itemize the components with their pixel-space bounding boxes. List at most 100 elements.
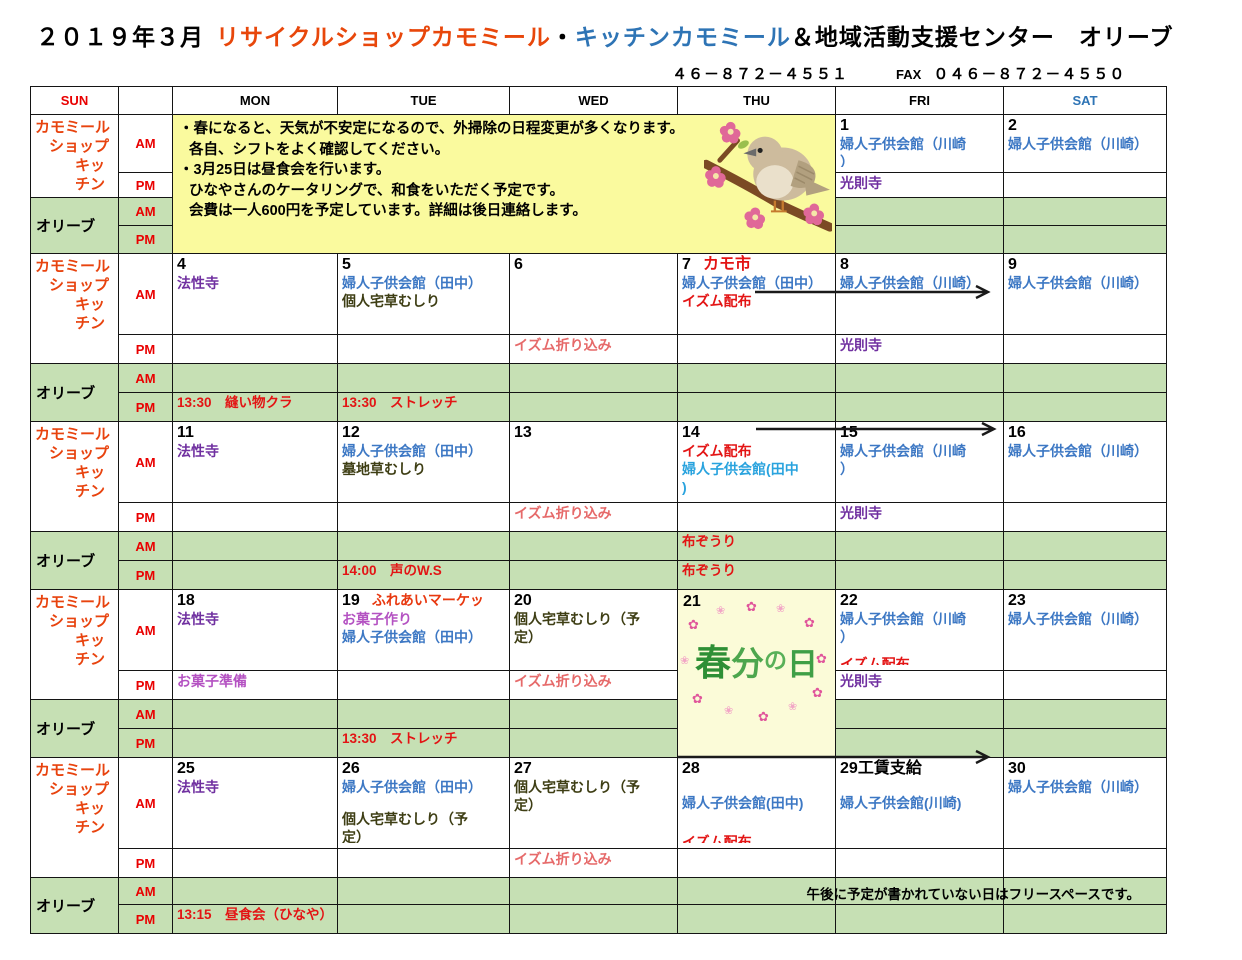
row-label-chamomile: カモミール ショップ キッチン xyxy=(30,421,119,532)
day-cell-7: 7 カモ市 婦人子供会館（田中） イズム配布 xyxy=(677,253,837,335)
title-center: ＆地域活動支援センター オリーブ xyxy=(790,24,1174,50)
day-15-pm: 光則寺 xyxy=(835,502,1005,532)
olive-cell xyxy=(835,904,1005,934)
sakura-icon: ✿ xyxy=(804,615,815,630)
am-label: AM xyxy=(118,114,173,173)
pm-label: PM xyxy=(118,334,173,364)
olive-cell xyxy=(171,877,339,905)
stretch-event: 13:30 ストレッチ xyxy=(342,395,458,410)
olive-cell xyxy=(1003,699,1168,729)
olive-cell xyxy=(337,699,511,729)
bird-on-plum-branch-illustration xyxy=(704,121,833,232)
day-cell-4: 4 法性寺 xyxy=(171,253,339,335)
day-30-pm xyxy=(1003,848,1168,878)
am-label: AM xyxy=(118,253,173,335)
day-14-pm xyxy=(677,502,837,532)
olive-cell xyxy=(509,728,679,758)
bird-body xyxy=(743,136,830,213)
day-4-pm xyxy=(171,334,339,364)
cloth-sandal-event: 布ぞうり xyxy=(682,563,737,578)
day-cell-15: 15 婦人子供会館（川崎 ） xyxy=(835,421,1005,503)
olive-cell xyxy=(171,531,339,561)
sakura-icon: ❀ xyxy=(788,701,798,713)
day-27-pm: イズム折り込み xyxy=(509,848,679,878)
day-cell-18: 18 法性寺 xyxy=(171,589,339,671)
olive-cell xyxy=(835,225,1005,254)
day-28-pm xyxy=(677,848,837,878)
pm-label: PM xyxy=(118,904,173,934)
am-label: AM xyxy=(118,589,173,671)
week4-olive-pm-row: PM 13:30 ストレッチ xyxy=(31,728,1168,758)
page-title: ２０１９年３月 リサイクルショップカモミール・キッチンカモミール＆地域活動支援セン… xyxy=(36,18,1173,52)
week2-olive-am-row: オリーブ AM xyxy=(30,363,1168,422)
sakura-icon: ❀ xyxy=(716,605,726,617)
olive-cell xyxy=(1003,225,1168,254)
olive-cell: 13:30 縫い物クラ xyxy=(171,392,339,422)
day-5-pm xyxy=(337,334,511,364)
stretch-event: 13:30 ストレッチ xyxy=(342,731,458,746)
sakura-icon: ✿ xyxy=(688,617,699,632)
row-label-chamomile: カモミール ショップ キッチン xyxy=(30,114,119,198)
week2-am-row: カモミール ショップ キッチン AM 4 法性寺 5 婦人子供会館（田中） 個人… xyxy=(30,253,1168,364)
sakura-icon: ✿ xyxy=(758,709,769,724)
day-cell-26: 26 婦人子供会館（田中） 個人宅草むしり（予 定） xyxy=(337,757,511,849)
row-label-chamomile: カモミール ショップ キッチン xyxy=(30,253,119,364)
am-label: AM xyxy=(118,531,173,561)
day-cell-23: 23 婦人子供会館（川崎） xyxy=(1003,589,1168,671)
sakura-icon: ✿ xyxy=(692,691,703,706)
olive-cell xyxy=(509,392,679,422)
wage-payment-event: 工賃支給 xyxy=(857,760,922,777)
olive-cell xyxy=(1003,560,1168,590)
day-19-pm xyxy=(337,670,511,700)
day-cell-11: 11 法性寺 xyxy=(171,421,339,503)
day-8-pm: 光則寺 xyxy=(835,334,1005,364)
pm-label: PM xyxy=(118,172,173,198)
olive-cell xyxy=(509,904,679,934)
week5-pm-row: PM イズム折り込み xyxy=(31,848,1168,878)
day-6-pm: イズム折り込み xyxy=(509,334,679,364)
week3-olive-am-row: オリーブ AM 布ぞうり xyxy=(30,531,1168,590)
olive-cell xyxy=(509,531,679,561)
olive-cell: 14:00 声のW.S xyxy=(337,560,511,590)
olive-cell xyxy=(337,363,511,393)
olive-cell xyxy=(1003,531,1168,561)
day-23-pm xyxy=(1003,670,1168,700)
sewing-club-event: 13:30 縫い物クラ xyxy=(177,395,293,410)
day-9-pm xyxy=(1003,334,1168,364)
day-cell-29: 29工賃支給 婦人子供会館(川崎) xyxy=(835,757,1005,849)
lunch-party-event: 13:15 昼食会（ひなや） xyxy=(177,907,334,922)
sakura-icon: ❀ xyxy=(680,655,690,667)
day-cell-13: 13 xyxy=(509,421,679,503)
olive-cell xyxy=(1003,728,1168,758)
olive-cell xyxy=(171,699,339,729)
notice-line: ・3月25日は昼食会を行います。 xyxy=(179,162,391,178)
title-month: ２０１９年３月 xyxy=(36,24,204,50)
olive-cell xyxy=(835,699,1005,729)
header-thu: THU xyxy=(677,86,837,115)
row-label-chamomile: カモミール ショップ キッチン xyxy=(30,757,119,878)
day-cell-16: 16 婦人子供会館（川崎） xyxy=(1003,421,1168,503)
sakura-icon: ✿ xyxy=(812,685,823,700)
olive-cell xyxy=(835,560,1005,590)
row-label-chamomile: カモミール ショップ キッチン xyxy=(30,589,119,700)
olive-cell xyxy=(509,699,679,729)
day-cell-9: 9 婦人子供会館（川崎） xyxy=(1003,253,1168,335)
vernal-equinox-art: 春分の日 xyxy=(695,642,819,683)
week2-pm-row: PM イズム折り込み 光則寺 xyxy=(31,334,1168,364)
day-26-pm xyxy=(337,848,511,878)
olive-cell xyxy=(835,531,1005,561)
week3-am-row: カモミール ショップ キッチン AM 11 法性寺 12 婦人子供会館（田中） … xyxy=(30,421,1168,532)
notice-line: ひなやさんのケータリングで、和食をいただく予定です。 xyxy=(189,182,564,199)
olive-cell xyxy=(1003,392,1168,422)
olive-cell: 13:30 ストレッチ xyxy=(337,728,511,758)
olive-cell: 13:15 昼食会（ひなや） xyxy=(171,904,339,934)
plum-blossoms xyxy=(705,121,825,230)
title-recycle-shop: リサイクルショップカモミール xyxy=(216,24,551,50)
week5-olive-pm-row: PM 13:15 昼食会（ひなや） xyxy=(31,904,1168,934)
notice-line: 会費は一人600円を予定しています。詳細は後日連絡します。 xyxy=(189,203,587,219)
pm-label: PM xyxy=(118,225,173,254)
pm-label: PM xyxy=(118,392,173,422)
pm-label: PM xyxy=(118,560,173,590)
week4-olive-am-row: オリーブ AM xyxy=(30,699,1168,758)
day-cell-20: 20 個人宅草むしり（予 定） xyxy=(509,589,679,671)
